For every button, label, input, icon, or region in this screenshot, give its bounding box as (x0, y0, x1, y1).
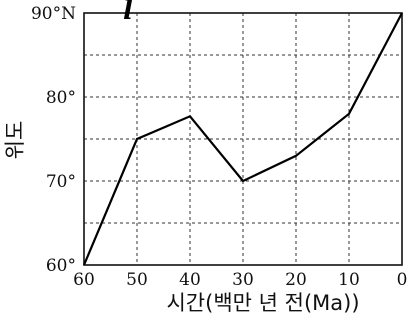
series-layer (82, 12, 403, 266)
x-tick-label: 10 (338, 270, 360, 290)
y-tick-labels: 60° 70° 80° 90°N (31, 4, 76, 276)
y-tick-label: 80° (46, 88, 76, 108)
x-tick-label: 0 (397, 270, 408, 290)
grid-lines (84, 13, 402, 265)
x-tick-label: 20 (285, 270, 307, 290)
plot-frame (83, 12, 403, 266)
x-tick-label: 40 (179, 270, 201, 290)
x-axis-title: 시간(백만 년 전(Ma)) (166, 291, 359, 315)
y-tick-label: 70° (46, 172, 76, 192)
latitude-series-line (82, 12, 403, 266)
x-tick-label: 30 (232, 270, 254, 290)
y-axis-title: 위도 (3, 121, 27, 160)
annotation-mark: l (123, 0, 133, 26)
x-tick-label: 50 (126, 270, 148, 290)
x-tick-labels: 60 50 40 30 20 10 0 (73, 270, 407, 290)
x-tick-label: 60 (73, 270, 95, 290)
y-tick-label: 60° (46, 256, 76, 276)
y-tick-label: 90°N (31, 4, 76, 24)
